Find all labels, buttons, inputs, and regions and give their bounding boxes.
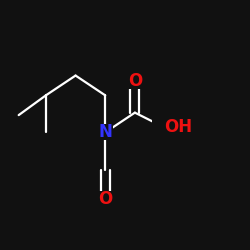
FancyBboxPatch shape [97, 124, 113, 140]
Text: O: O [98, 190, 112, 208]
Text: OH: OH [164, 118, 193, 136]
Text: O: O [128, 72, 142, 90]
FancyBboxPatch shape [97, 191, 113, 207]
FancyBboxPatch shape [152, 120, 178, 136]
FancyBboxPatch shape [127, 72, 143, 88]
Text: N: N [98, 124, 112, 142]
